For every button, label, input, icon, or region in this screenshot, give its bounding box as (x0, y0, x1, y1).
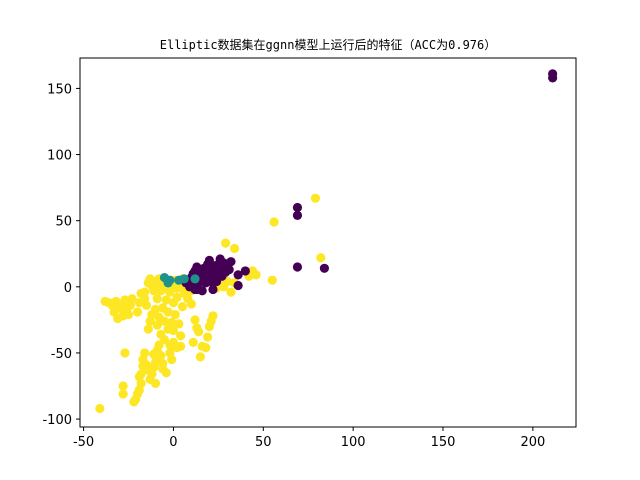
data-point (140, 287, 150, 297)
data-point (170, 309, 180, 320)
data-point (251, 270, 261, 280)
data-point (208, 311, 218, 321)
data-point (152, 320, 162, 330)
data-point (167, 317, 177, 328)
data-point (167, 354, 177, 365)
data-point (202, 332, 213, 342)
x-tick-label: 0 (169, 435, 177, 450)
data-point (316, 253, 326, 263)
y-tick-label: 0 (64, 281, 72, 296)
data-point (188, 337, 198, 347)
data-point (190, 315, 200, 325)
data-point (177, 302, 188, 312)
data-point (548, 73, 558, 83)
data-point (192, 284, 202, 295)
x-tick-label: 200 (520, 435, 545, 450)
data-point (134, 372, 144, 382)
data-point (292, 210, 303, 220)
data-point (168, 325, 179, 336)
y-tick-label: 50 (55, 215, 72, 230)
data-point (240, 266, 250, 276)
data-point (143, 324, 153, 334)
data-point (310, 193, 321, 203)
x-tick-label: -50 (73, 435, 94, 450)
data-point (118, 389, 128, 399)
data-point (120, 348, 130, 358)
points-layer (95, 69, 558, 414)
y-tick-label: -50 (51, 347, 72, 362)
data-point (226, 257, 236, 267)
plot-frame (79, 57, 577, 428)
data-point (292, 202, 303, 213)
data-point (319, 263, 330, 273)
y-tick-label: -100 (42, 413, 72, 428)
data-point (150, 378, 161, 388)
data-point (152, 294, 162, 304)
data-point (163, 307, 173, 317)
data-point (141, 300, 152, 310)
data-point (206, 276, 216, 287)
y-axis: -100 -50 0 50 100 150 (42, 82, 80, 428)
data-point (215, 254, 225, 264)
data-point (179, 274, 189, 284)
data-point (208, 284, 218, 295)
data-point (224, 265, 234, 275)
data-point (220, 238, 231, 248)
data-point (127, 294, 137, 304)
data-point (233, 270, 243, 280)
data-point (95, 403, 105, 414)
data-point (172, 292, 182, 302)
data-point (292, 262, 303, 272)
data-point (161, 295, 171, 305)
data-point (195, 352, 206, 362)
data-point (176, 341, 186, 351)
data-point (132, 307, 143, 317)
data-point (118, 381, 128, 391)
x-axis: -50 0 50 100 150 200 (73, 427, 545, 450)
data-point (140, 348, 150, 358)
x-tick-label: 100 (341, 435, 366, 450)
data-point (159, 316, 170, 326)
data-point (163, 278, 173, 288)
data-point (210, 263, 220, 273)
data-point (176, 331, 186, 341)
y-tick-label: 100 (47, 149, 72, 164)
data-point (123, 309, 134, 320)
data-point (156, 350, 166, 361)
y-tick-label: 150 (47, 82, 72, 97)
data-point (226, 287, 236, 297)
data-point (190, 274, 200, 284)
x-tick-label: 50 (255, 435, 272, 450)
data-point (229, 243, 240, 254)
chart-title: Elliptic数据集在ggnn模型上运行后的特征（ACC为0.976） (160, 37, 497, 52)
data-point (161, 368, 171, 378)
data-point (150, 304, 161, 314)
data-point (174, 319, 184, 329)
data-point (217, 266, 227, 276)
data-point (194, 327, 204, 337)
data-point (201, 343, 211, 353)
x-tick-label: 150 (431, 435, 456, 450)
data-point (269, 217, 279, 227)
data-point (233, 280, 243, 291)
data-point (267, 275, 277, 285)
data-point (186, 299, 197, 309)
